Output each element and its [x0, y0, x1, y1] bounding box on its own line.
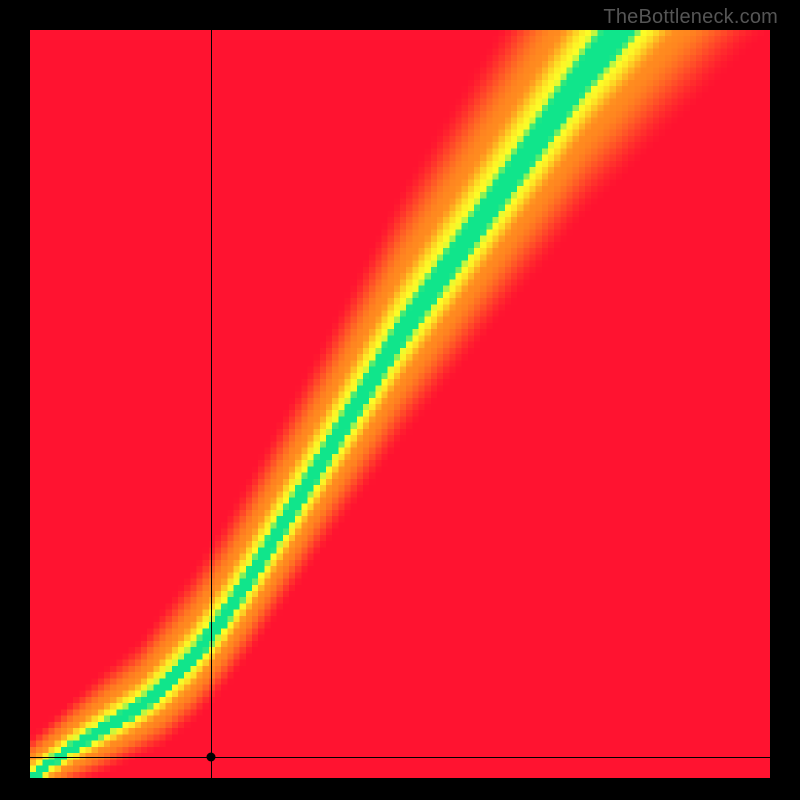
heatmap-plot: [30, 30, 770, 778]
crosshair-horizontal: [30, 757, 770, 758]
heatmap-canvas: [30, 30, 770, 778]
watermark-label: TheBottleneck.com: [603, 6, 778, 29]
chart-container: TheBottleneck.com: [0, 0, 800, 800]
crosshair-vertical: [211, 30, 212, 778]
marker-point: [207, 753, 216, 762]
